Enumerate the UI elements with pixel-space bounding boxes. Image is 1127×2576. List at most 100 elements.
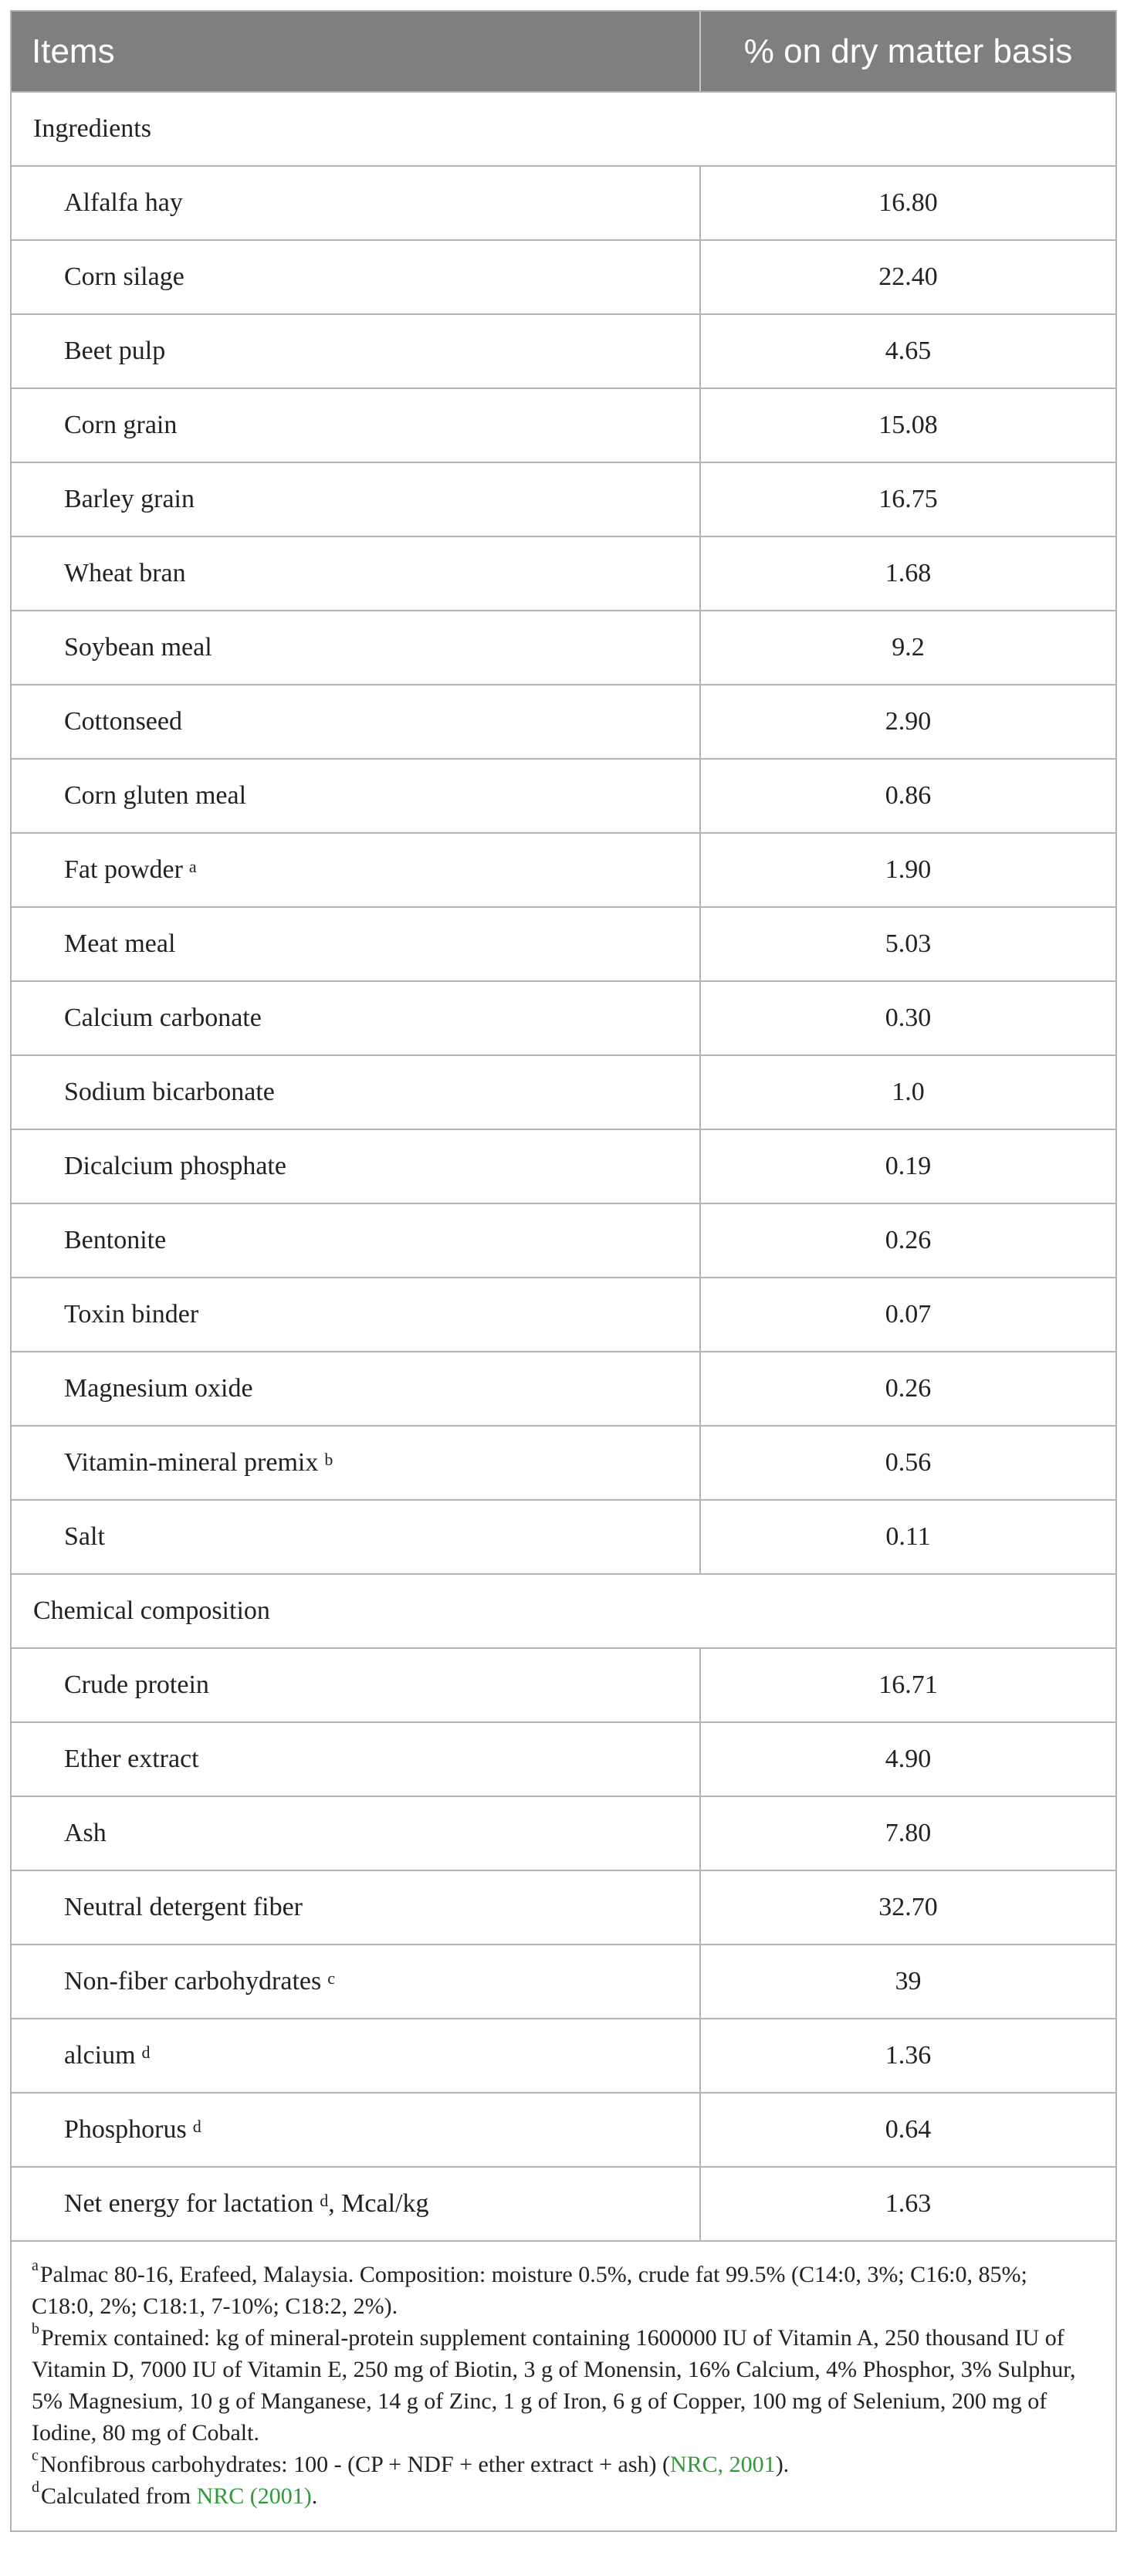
item-label: Cottonseed (12, 685, 701, 758)
item-label: Fat powder a (12, 834, 701, 906)
item-value: 0.30 (885, 1004, 932, 1032)
item-value: 22.40 (878, 262, 938, 291)
header-items: Items (12, 12, 701, 91)
item-name: Sodium bicarbonate (64, 1078, 275, 1106)
item-name: Cottonseed (64, 707, 182, 736)
item-name: Corn silage (64, 262, 184, 291)
nrc-link[interactable]: NRC, 2001 (670, 2452, 776, 2477)
item-label: Barley grain (12, 463, 701, 536)
item-value: 0.07 (885, 1300, 932, 1329)
item-value: 9.2 (892, 633, 925, 662)
item-label: Corn silage (12, 241, 701, 313)
section-heading: Chemical composition (12, 1573, 1115, 1647)
item-name: Ash (64, 1819, 107, 1847)
item-label: Wheat bran (12, 537, 701, 610)
item-value: 5.03 (885, 929, 932, 958)
table-row: Net energy for lactation d, Mcal/kg 1.63 (12, 2166, 1115, 2240)
table-row: Neutral detergent fiber 32.70 (12, 1870, 1115, 1944)
item-value: 0.56 (885, 1448, 932, 1477)
table-row: Crude protein 16.71 (12, 1647, 1115, 1721)
item-name: Beet pulp (64, 337, 166, 365)
item-label: Beet pulp (12, 315, 701, 388)
item-name: Vitamin-mineral premix (64, 1448, 319, 1477)
item-name: Salt (64, 1522, 105, 1551)
item-label: Calcium carbonate (12, 982, 701, 1054)
item-label: Dicalcium phosphate (12, 1130, 701, 1203)
item-value: 1.63 (885, 2189, 932, 2218)
item-name: alcium (64, 2041, 136, 2070)
item-value: 7.80 (885, 1819, 932, 1847)
table-row: Soybean meal 9.2 (12, 610, 1115, 684)
item-value: 32.70 (878, 1893, 938, 1921)
footnote-c: cNonfibrous carbohydrates: 100 - (CP + N… (32, 2447, 790, 2477)
table-row: Alfalfa hay 16.80 (12, 165, 1115, 239)
footnote-d: dCalculated from NRC (2001). (32, 2479, 318, 2509)
table-row: Magnesium oxide 0.26 (12, 1351, 1115, 1425)
table-row: Sodium bicarbonate 1.0 (12, 1054, 1115, 1129)
item-name: Corn gluten meal (64, 781, 247, 810)
footnote-b: bPremix contained: kg of mineral-protein… (32, 2320, 1076, 2446)
item-label: Alfalfa hay (12, 167, 701, 239)
item-value: 4.65 (885, 337, 932, 365)
item-value: 1.36 (885, 2041, 932, 2070)
item-value: 0.26 (885, 1374, 932, 1403)
item-name: Soybean meal (64, 633, 212, 662)
item-value: 1.90 (885, 855, 932, 884)
item-value: 16.80 (878, 188, 938, 217)
item-value: 0.64 (885, 2115, 932, 2144)
item-name: Non-fiber carbohydrates (64, 1967, 322, 1995)
table-header: Items % on dry matter basis (12, 12, 1115, 91)
table-row: Ash 7.80 (12, 1796, 1115, 1870)
item-name: Ether extract (64, 1745, 199, 1773)
item-label: Magnesium oxide (12, 1352, 701, 1425)
nrc-link[interactable]: NRC (2001) (196, 2483, 312, 2509)
section-heading: Ingredients (12, 91, 1115, 165)
header-dry-matter: % on dry matter basis (743, 32, 1073, 70)
item-label: Ash (12, 1797, 701, 1870)
table-row: Fat powder a 1.90 (12, 832, 1115, 906)
item-value: 16.75 (878, 485, 938, 513)
item-value: 2.90 (885, 707, 932, 736)
item-name: Crude protein (64, 1671, 209, 1699)
table-row: Beet pulp 4.65 (12, 313, 1115, 388)
footnotes: aPalmac 80-16, Erafeed, Malaysia. Compos… (12, 2240, 1115, 2530)
item-name: Alfalfa hay (64, 188, 183, 217)
table-row: Corn gluten meal 0.86 (12, 758, 1115, 832)
table-row: Corn silage 22.40 (12, 239, 1115, 313)
table-row: Non-fiber carbohydrates c 39 (12, 1944, 1115, 2018)
item-name: Wheat bran (64, 559, 186, 587)
item-label: Meat meal (12, 908, 701, 980)
item-value: 15.08 (878, 411, 938, 439)
item-label: Ether extract (12, 1723, 701, 1796)
item-value: 4.90 (885, 1745, 932, 1773)
item-value: 0.26 (885, 1226, 932, 1254)
item-value: 0.19 (885, 1152, 932, 1180)
item-name: Calcium carbonate (64, 1004, 262, 1032)
table-row: Calcium carbonate 0.30 (12, 980, 1115, 1054)
item-name: Meat meal (64, 929, 176, 958)
item-name: Barley grain (64, 485, 195, 513)
item-name: Phosphorus (64, 2115, 187, 2144)
table-row: Ether extract 4.90 (12, 1721, 1115, 1796)
item-label: Corn grain (12, 389, 701, 462)
table-body: Ingredients Alfalfa hay 16.80 Corn silage 22… (12, 91, 1115, 2240)
item-label: Neutral detergent fiber (12, 1871, 701, 1944)
footnote-a: aPalmac 80-16, Erafeed, Malaysia. Compos… (32, 2257, 1027, 2319)
item-value: 0.11 (885, 1522, 931, 1551)
table-row: Barley grain 16.75 (12, 462, 1115, 536)
table-row: Vitamin-mineral premix b 0.56 (12, 1425, 1115, 1499)
table-row: Bentonite 0.26 (12, 1203, 1115, 1277)
item-name: Magnesium oxide (64, 1374, 253, 1403)
item-label: Sodium bicarbonate (12, 1056, 701, 1129)
item-label: Toxin binder (12, 1278, 701, 1351)
item-name: Toxin binder (64, 1300, 199, 1329)
item-label: Phosphorus d (12, 2094, 701, 2166)
unit-suffix: , Mcal/kg (328, 2189, 429, 2218)
item-value: 1.0 (892, 1078, 925, 1106)
nutrition-table: Items % on dry matter basis Ingredients A… (10, 10, 1117, 2532)
item-name: Net energy for lactation (64, 2189, 314, 2218)
item-label: alcium d (12, 2019, 701, 2092)
item-value: 1.68 (885, 559, 932, 587)
table-row: Corn grain 15.08 (12, 388, 1115, 462)
item-name: Fat powder (64, 855, 183, 884)
